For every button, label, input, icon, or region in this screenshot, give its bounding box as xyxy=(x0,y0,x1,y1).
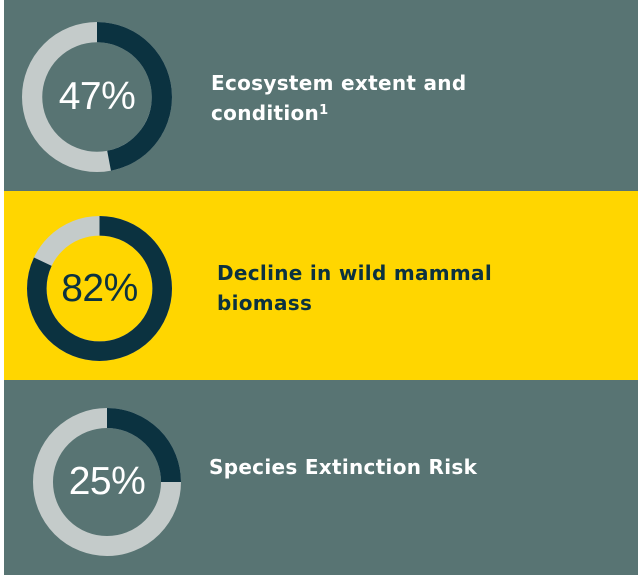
stat-label-text: Decline in wild mammal biomass xyxy=(217,261,492,315)
percent-label: 47% xyxy=(58,75,136,118)
donut-svg xyxy=(22,22,172,172)
donut-value-arc xyxy=(22,22,172,172)
donut-value-arc xyxy=(33,408,181,556)
donut-svg xyxy=(33,408,181,556)
donut-svg xyxy=(27,216,172,361)
stat-label-text: Ecosystem extent and condition xyxy=(211,71,467,125)
stat-panel-ecosystem: 47% Ecosystem extent and condition1 xyxy=(4,0,638,191)
donut-chart-mammal-biomass: 82% xyxy=(27,216,172,361)
percent-label: 82% xyxy=(61,266,138,310)
stat-panel-mammal-biomass: 82% Decline in wild mammal biomass xyxy=(4,191,638,380)
donut-value-arc xyxy=(27,216,172,361)
footnote-marker: 1 xyxy=(319,103,329,118)
donut-chart-ecosystem: 47% xyxy=(22,22,172,172)
stat-label-text: Species Extinction Risk xyxy=(209,455,478,479)
stat-label: Species Extinction Risk xyxy=(209,452,569,482)
stat-label: Decline in wild mammal biomass xyxy=(217,258,557,318)
stat-panel-extinction-risk: 25% Species Extinction Risk xyxy=(4,380,638,575)
donut-chart-extinction-risk: 25% xyxy=(33,408,181,556)
percent-label: 25% xyxy=(68,460,146,503)
stat-label: Ecosystem extent and condition1 xyxy=(211,68,541,128)
